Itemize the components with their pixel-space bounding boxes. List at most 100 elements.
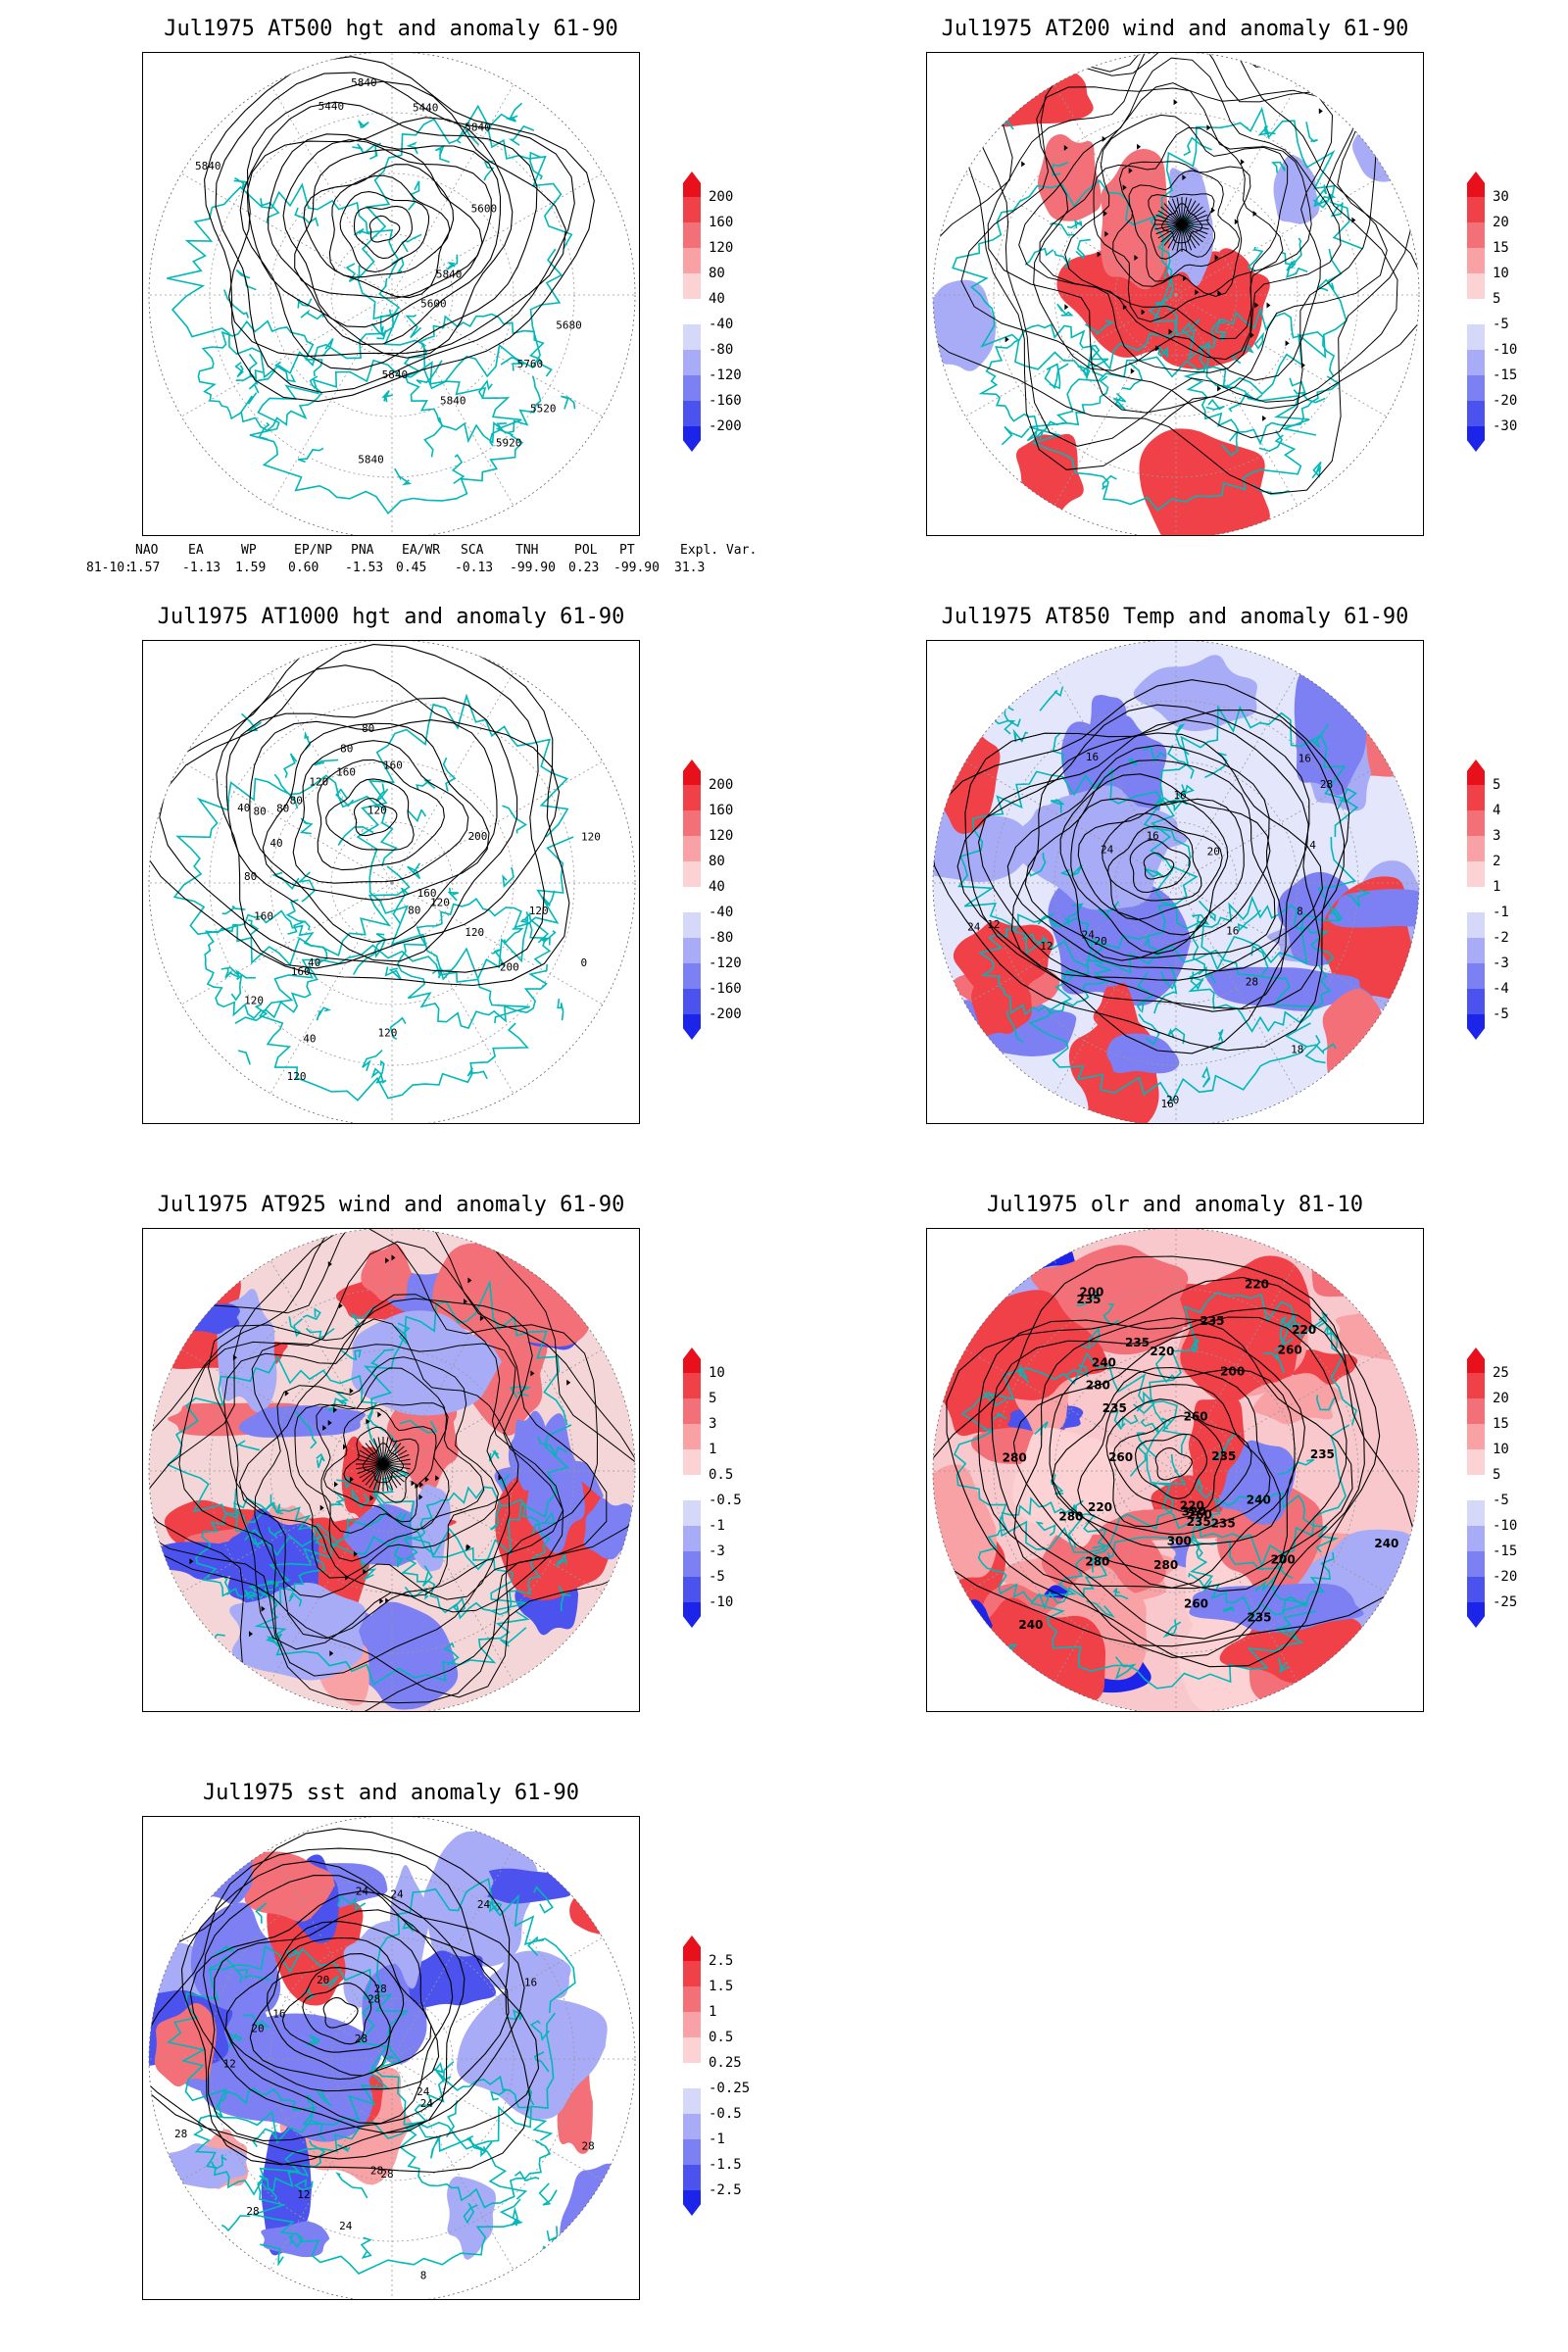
meridian <box>391 1348 603 1472</box>
contour <box>322 1996 359 2029</box>
contour-label: 24 <box>420 2097 434 2110</box>
colorbar-segment <box>683 1398 701 1424</box>
meridian <box>1175 172 1387 296</box>
coastline-fragment <box>221 905 246 915</box>
contour-label: 120 <box>529 905 549 917</box>
coastline-fragment <box>509 1386 532 1398</box>
colorbar-tick-label: 10 <box>1493 266 1509 281</box>
convergence-line <box>1181 210 1206 225</box>
colorbar-tick-label: -1 <box>709 1518 725 1534</box>
meridian <box>181 2058 393 2181</box>
colorbar-tick-label: 0.5 <box>709 2030 734 2045</box>
colorbar-tick-label: 2 <box>1493 854 1501 869</box>
colorbar-segment <box>1467 1398 1485 1424</box>
contour <box>225 697 518 962</box>
convergence-line <box>1181 198 1193 225</box>
streamline-arrow <box>329 1650 334 1657</box>
meridian <box>1175 882 1298 1094</box>
colorbar-tick-label: -30 <box>1493 418 1518 434</box>
coastline-fragment <box>287 920 311 935</box>
colorbar-tick-label: 1 <box>709 2004 717 2020</box>
colorbar-segment <box>683 836 701 861</box>
contour-label: 240 <box>1374 1537 1398 1550</box>
cool-anomaly <box>937 1599 993 1651</box>
colorbar-segment <box>683 248 701 273</box>
contour <box>991 1316 1348 1640</box>
contour-label: 200 <box>500 960 519 973</box>
polar-map: 1201601601202008080120160120804012016040… <box>148 641 636 1123</box>
convergence-line <box>1163 203 1183 225</box>
colorbar-segment <box>683 426 701 452</box>
contour-label: 120 <box>377 1026 397 1039</box>
contour-label: 28 <box>368 1992 380 2005</box>
coastline-fragment <box>255 1902 268 1924</box>
colorbar-tick-label: -80 <box>709 930 734 946</box>
streamline <box>1112 161 1251 297</box>
coastline-fragment <box>293 2179 314 2191</box>
coastline-fragment <box>1067 1515 1085 1549</box>
colorbar-tick-label: 200 <box>709 777 734 793</box>
colorbar-tick-label: 80 <box>709 854 725 869</box>
panel-title: Jul1975 AT850 Temp and anomaly 61-90 <box>941 605 1409 629</box>
colorbar-tick-label: 80 <box>709 266 725 281</box>
convergence-line <box>1154 219 1183 225</box>
cool-anomaly <box>1106 1033 1180 1074</box>
contour <box>292 740 469 884</box>
contour-label: 160 <box>417 887 437 900</box>
coastline-fragment <box>1149 302 1164 319</box>
streamline <box>178 1241 608 1677</box>
convergence-line <box>1181 223 1188 252</box>
colorbar-tick-label: -1.5 <box>709 2157 742 2173</box>
contour-label: 28 <box>355 2033 368 2045</box>
warm-anomaly <box>565 1229 635 1305</box>
coastline-fragment <box>1281 251 1297 271</box>
contour-label: 20 <box>317 1974 329 1986</box>
colorbar-tick-label: -0.5 <box>709 1493 742 1508</box>
coastline-fragment <box>1167 744 1195 779</box>
convergence-line <box>372 1438 384 1465</box>
coastline-fragment <box>533 2051 550 2073</box>
colorbar-segment <box>683 1348 701 1373</box>
coastline-fragment <box>234 1440 260 1451</box>
contour-label: 260 <box>1184 1409 1208 1423</box>
coastlines <box>167 1279 572 1686</box>
contour-label: 5600 <box>471 202 498 215</box>
colorbar-segment <box>683 299 701 324</box>
coastline-fragment <box>490 1503 502 1531</box>
contour <box>149 1828 531 2174</box>
streamline-arrow <box>1240 159 1245 166</box>
contour-label: 260 <box>1278 1343 1302 1356</box>
colorbar-segment <box>1467 760 1485 785</box>
coastline <box>249 359 524 515</box>
coastline-fragment <box>514 2171 540 2181</box>
latitude-circle <box>270 172 514 417</box>
colorbar-tick-label: -2 <box>1493 930 1509 946</box>
coastline-fragment <box>1144 867 1165 878</box>
coastline-fragment <box>353 228 370 236</box>
warm-anomaly <box>1101 149 1170 290</box>
contour-label: 220 <box>1150 1345 1174 1358</box>
coastline-fragment <box>336 1894 367 1911</box>
coastline-fragment <box>1114 1656 1137 1680</box>
coastline-fragment <box>1250 944 1269 977</box>
coastline-fragment <box>264 1580 280 1592</box>
colorbar-segment <box>1467 324 1485 350</box>
contour-label: 5840 <box>465 121 491 133</box>
contour-label: 280 <box>1003 1451 1027 1465</box>
colorbar-segment <box>683 1551 701 1577</box>
coastline <box>1183 306 1341 446</box>
coastline-fragment <box>1037 912 1058 925</box>
contour-lines <box>933 1255 1415 1668</box>
convergence-line <box>382 1463 402 1486</box>
colorbar-tick-label: -4 <box>1493 981 1509 997</box>
streamline-arrow <box>333 1406 337 1413</box>
coastline <box>167 1945 410 2144</box>
disc-edge <box>932 53 1420 535</box>
coastline-fragment <box>988 714 1016 735</box>
contour <box>328 174 451 278</box>
coastline-fragment <box>502 805 527 834</box>
contour-label: 28 <box>174 2128 187 2140</box>
contour-label: 80 <box>276 803 289 815</box>
contour-label: 8 <box>1297 906 1303 918</box>
colorbar-tick-label: -120 <box>709 368 742 383</box>
